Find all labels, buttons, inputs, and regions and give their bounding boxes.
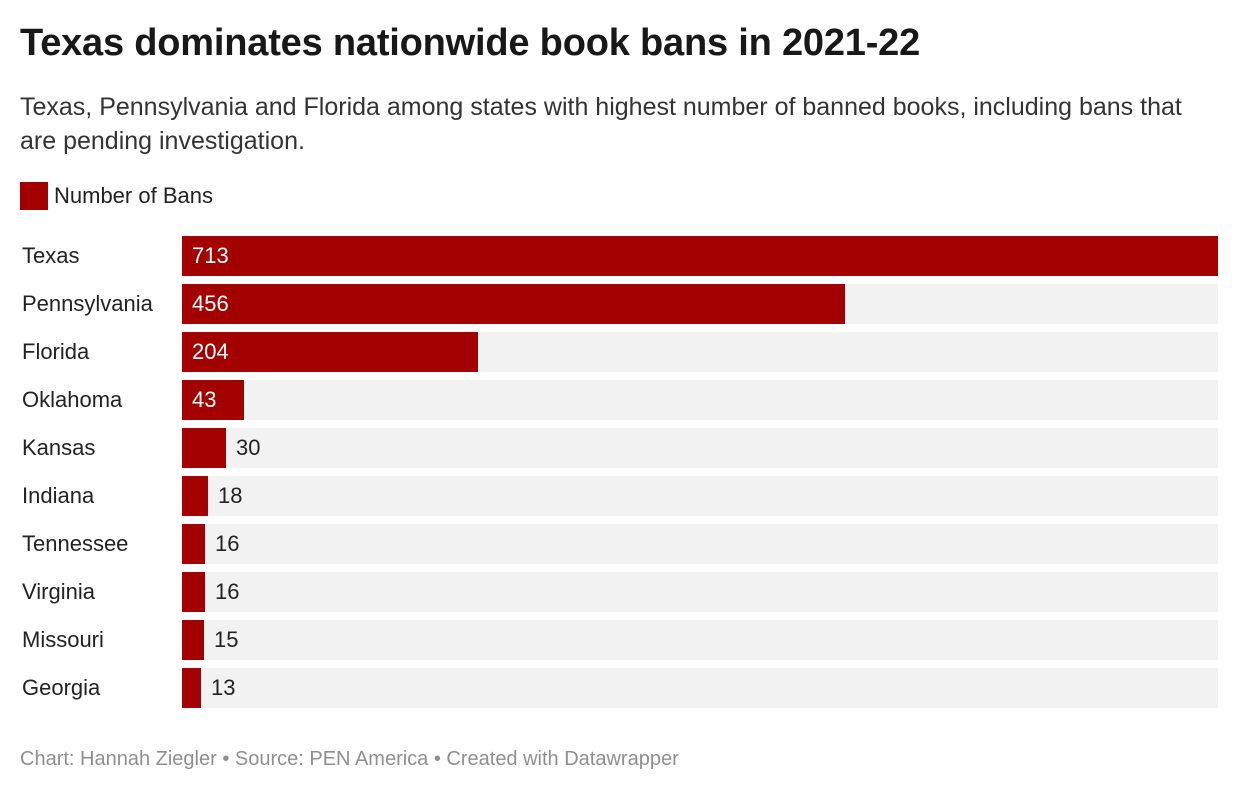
bar-value-label: 13 [211,675,236,700]
bar-track: 456 [182,284,1218,324]
bar [182,572,205,612]
bar-row: Missouri 15 [0,620,1240,660]
bar [182,428,226,468]
category-label: Oklahoma [22,387,123,412]
category-label: Missouri [22,627,104,652]
chart-title: Texas dominates nationwide book bans in … [20,22,921,64]
bar-track: 30 [182,428,1218,468]
bar-value-label: 713 [192,243,229,268]
bar [182,284,845,324]
bar [182,332,478,372]
bar [182,380,244,420]
bar-track: 204 [182,332,1218,372]
bar [182,620,204,660]
bar-track: 713 [182,236,1218,276]
bar [182,236,1218,276]
bar-value-label: 30 [236,435,261,460]
bar-row: Tennessee 16 [0,524,1240,564]
bar-track: 16 [182,572,1218,612]
category-label: Kansas [22,435,96,460]
chart-subtitle: Texas, Pennsylvania and Florida among st… [20,93,1182,155]
chart-footer: Chart: Hannah Ziegler • Source: PEN Amer… [20,748,679,770]
legend-swatch [20,182,48,210]
bar-row: Indiana 18 [0,476,1240,516]
bar-row: Texas 713 [0,236,1240,276]
category-label: Texas [22,243,80,268]
bar-value-label: 456 [192,291,229,316]
bar-value-label: 16 [215,579,240,604]
category-label: Florida [22,339,90,364]
bar-value-label: 43 [192,387,217,412]
category-label: Georgia [22,675,101,700]
bar [182,476,208,516]
category-label: Tennessee [22,531,129,556]
legend: Number of Bans [20,182,213,210]
category-label: Pennsylvania [22,291,153,316]
bar-row: Pennsylvania 456 [0,284,1240,324]
bar-row: Florida 204 [0,332,1240,372]
bar-value-label: 18 [218,483,243,508]
bar-track: 16 [182,524,1218,564]
bar-value-label: 15 [214,627,239,652]
category-label: Virginia [22,579,95,604]
bar-row: Kansas 30 [0,428,1240,468]
bar-track: 15 [182,620,1218,660]
bar-value-label: 204 [192,339,229,364]
bar-row: Oklahoma 43 [0,380,1240,420]
bar-track: 43 [182,380,1218,420]
bar-value-label: 16 [215,531,240,556]
bar-row: Georgia 13 [0,668,1240,708]
bar-track: 13 [182,668,1218,708]
category-label: Indiana [22,483,95,508]
legend-label: Number of Bans [54,183,213,208]
bar-track: 18 [182,476,1218,516]
bar-row: Virginia 16 [0,572,1240,612]
bar [182,668,201,708]
bar [182,524,205,564]
